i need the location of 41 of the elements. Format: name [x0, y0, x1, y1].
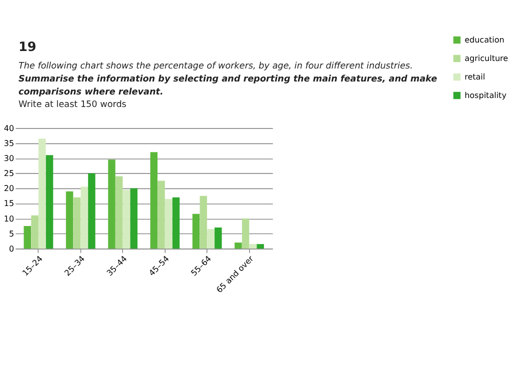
legend-label: retail [464, 72, 486, 82]
y-tick-label: 0 [8, 244, 14, 254]
y-tick-label: 5 [8, 229, 14, 238]
y-tick-label: 40 [4, 124, 14, 133]
bar [115, 176, 123, 249]
legend-label: education [464, 35, 504, 44]
bar [73, 197, 81, 249]
y-tick-label: 20 [4, 184, 14, 194]
bar [214, 227, 222, 249]
bar [122, 190, 130, 249]
bar [108, 160, 116, 249]
bar [249, 244, 257, 249]
bar [172, 197, 180, 249]
y-tick-label: 35 [4, 138, 14, 148]
chart-subtitle: The following chart shows the percentage of workers, by age, in four different industries. [18, 62, 413, 72]
y-tick-label: 25 [4, 169, 14, 178]
bar [38, 138, 46, 249]
bar [242, 218, 250, 249]
bar [80, 186, 88, 249]
chart-title: 19 [18, 40, 36, 55]
bar [66, 191, 74, 249]
bar [234, 242, 242, 249]
bar [256, 244, 264, 249]
bar [31, 215, 38, 249]
legend-label: hospitality [464, 90, 507, 100]
legend-label: agriculture [464, 54, 508, 63]
bar [200, 196, 208, 249]
bar [46, 155, 54, 249]
bar [192, 214, 200, 249]
bar [24, 226, 32, 249]
bar [150, 152, 158, 249]
text: Summarise the information by selecting and reporting the main features, and make comparisons where relevant. [18, 74, 438, 98]
y-tick-label: 15 [4, 199, 14, 208]
text: Write at least 150 words [18, 100, 127, 110]
y-tick-label: 10 [4, 214, 14, 224]
bar [158, 180, 165, 249]
bar [165, 198, 172, 249]
y-tick-label: 30 [4, 154, 14, 163]
bar [88, 173, 96, 249]
bar [130, 188, 138, 249]
bar [207, 229, 214, 249]
